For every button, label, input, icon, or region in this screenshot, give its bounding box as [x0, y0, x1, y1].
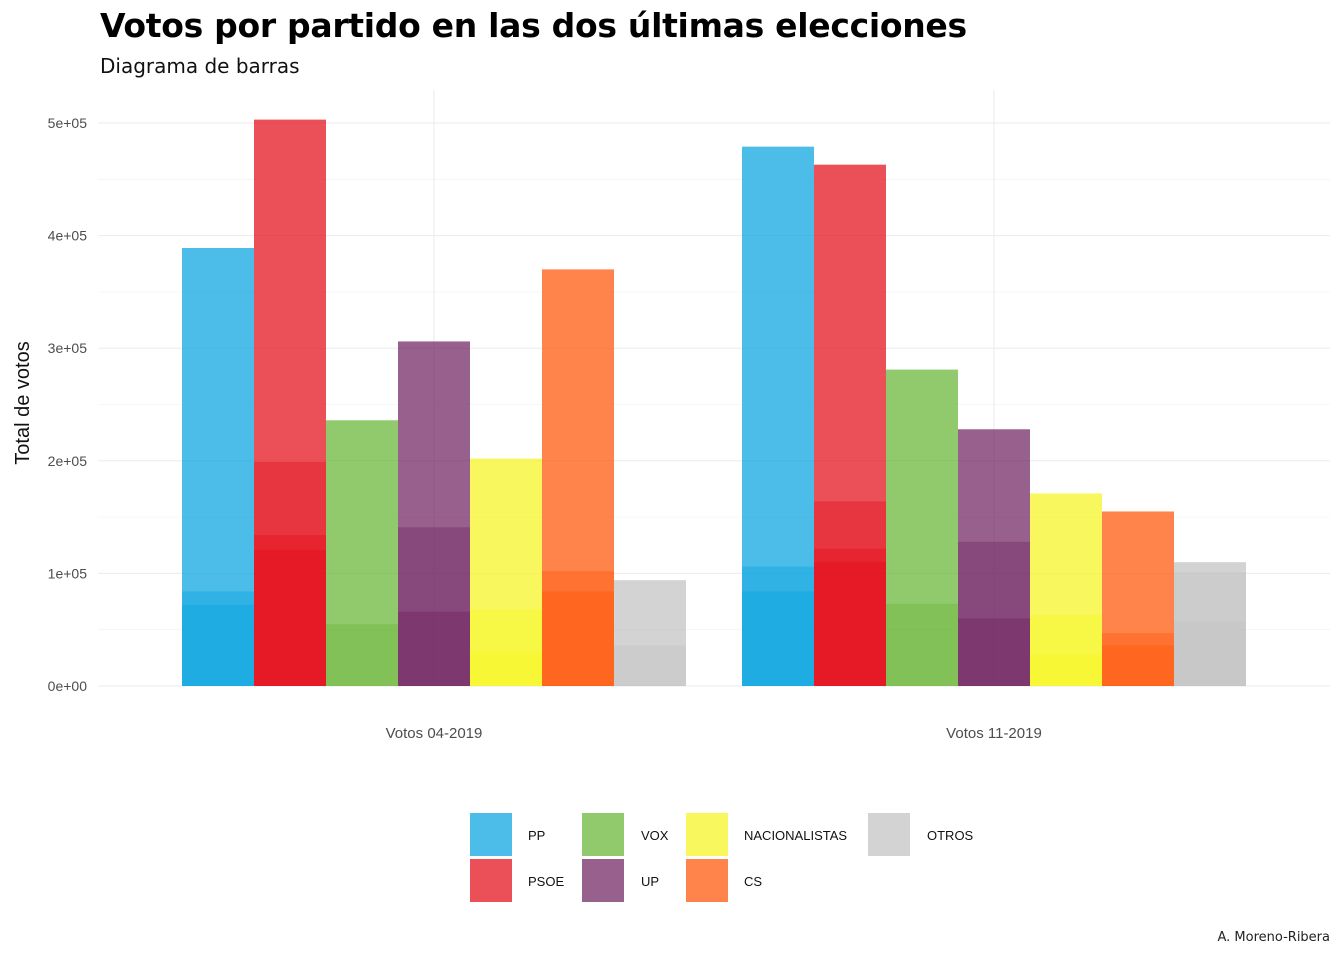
bar-pp	[742, 146, 814, 686]
legend-swatch-otros	[868, 813, 910, 856]
bar-segment-vox	[326, 624, 398, 686]
x-tick-label: Votos 04-2019	[386, 725, 483, 742]
legend-swatch-cs	[686, 859, 728, 902]
chart-title: Votos por partido en las dos últimas ele…	[100, 6, 967, 45]
bar-segment-psoe	[254, 461, 326, 686]
legend-label-nacionalistas: NACIONALISTAS	[744, 828, 847, 843]
bar-segment-otros	[1174, 621, 1246, 686]
bar-segment-psoe	[254, 549, 326, 686]
bar-segment-pp	[742, 591, 814, 686]
legend-swatch-psoe	[470, 859, 512, 902]
bar-nacionalistas	[470, 458, 542, 686]
bar-segment-up	[958, 618, 1030, 686]
legend-label-cs: CS	[744, 874, 762, 889]
legend-swatch-up	[582, 859, 624, 902]
legend-swatch-pp	[470, 813, 512, 856]
bar-segment-nacionalistas	[1030, 615, 1102, 686]
bar-segment-cs	[1102, 633, 1174, 686]
bar-segment-up	[958, 541, 1030, 686]
bar-segment-nacionalistas	[470, 609, 542, 686]
y-tick-label: 2e+05	[48, 453, 88, 469]
legend-label-up: UP	[641, 874, 659, 889]
bar-segment-vox	[886, 603, 958, 686]
bar-segment-cs	[542, 571, 614, 686]
chart-subtitle: Diagrama de barras	[100, 54, 300, 78]
bar-otros	[1174, 562, 1246, 686]
y-tick-label: 5e+05	[48, 115, 88, 131]
bar-segment-nacionalistas	[470, 652, 542, 686]
bar-vox	[886, 369, 958, 686]
y-tick-label: 3e+05	[48, 340, 88, 356]
x-tick-label: Votos 11-2019	[946, 725, 1042, 742]
bar-up	[958, 429, 1030, 686]
chart-caption: A. Moreno-Ribera	[1217, 930, 1331, 945]
legend-label-vox: VOX	[641, 828, 669, 843]
bar-segment-cs	[1102, 645, 1174, 686]
legend-label-otros: OTROS	[927, 828, 974, 843]
bar-pp	[182, 247, 254, 686]
bar-cs	[1102, 511, 1174, 686]
bar-segment-nacionalistas	[1030, 654, 1102, 686]
legend-swatch-vox	[582, 813, 624, 856]
y-tick-label: 0e+00	[48, 678, 88, 694]
bar-up	[398, 341, 470, 686]
bar-vox	[326, 420, 398, 686]
legend-label-pp: PP	[528, 828, 545, 843]
legend-label-psoe: PSOE	[528, 874, 564, 889]
y-tick-label: 4e+05	[48, 228, 88, 244]
bar-segment-pp	[182, 604, 254, 686]
legend-swatch-nacionalistas	[686, 813, 728, 856]
bar-segment-psoe	[814, 501, 886, 686]
bar-segment-psoe	[254, 535, 326, 686]
bar-segment-otros	[1174, 572, 1246, 686]
bar-segment-pp	[742, 566, 814, 686]
bar-segment-up	[398, 527, 470, 686]
bar-otros	[614, 580, 686, 686]
bar-psoe	[814, 164, 886, 687]
bar-segment-otros	[614, 645, 686, 686]
bar-segment-pp	[182, 591, 254, 686]
bar-segment-up	[398, 611, 470, 686]
bar-segment-cs	[542, 591, 614, 686]
bar-nacionalistas	[1030, 493, 1102, 686]
y-tick-label: 1e+05	[48, 565, 88, 581]
bar-cs	[542, 269, 614, 686]
bar-segment-psoe	[814, 548, 886, 686]
bar-segment-psoe	[814, 562, 886, 686]
bar-psoe	[254, 119, 326, 686]
y-axis-label: Total de votos	[12, 341, 34, 464]
